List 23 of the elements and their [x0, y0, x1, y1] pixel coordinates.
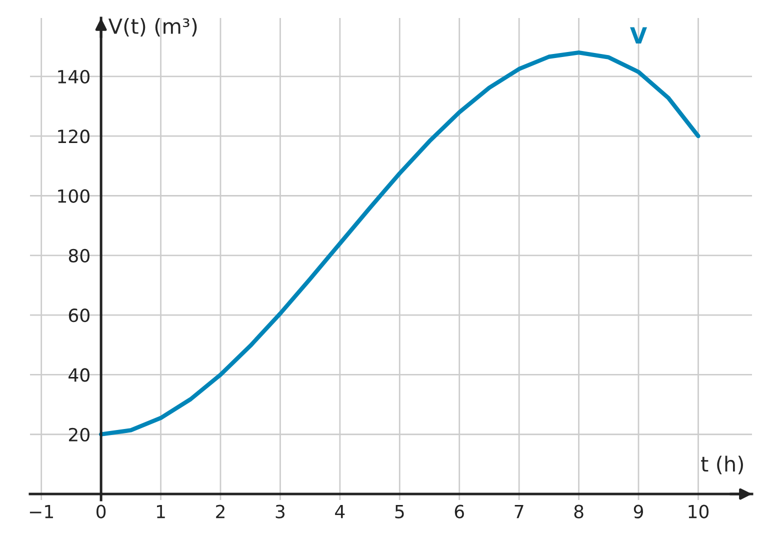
y-tick-label: 100 [58, 189, 90, 203]
y-axis-title: V(t) (m³) [108, 18, 197, 37]
x-tick-label: 7 [514, 505, 524, 518]
x-tick-label: 8 [574, 504, 584, 518]
x-tick-label: 9 [634, 504, 643, 518]
y-tick-label: 20 [68, 428, 90, 442]
y-tick-label: 140 [58, 70, 90, 84]
x-tick-label: 5 [395, 505, 404, 518]
x-tick-label: 4 [335, 505, 345, 518]
series-label: V [630, 27, 648, 44]
x-tick-label: 1 [157, 505, 165, 518]
line-series [98, 50, 700, 436]
y-tick-label: 120 [58, 130, 90, 144]
x-tick-label: 10 [688, 504, 709, 518]
x-tick-label: −1 [30, 505, 53, 518]
x-tick-label: 3 [276, 504, 285, 518]
y-tick-label: 60 [68, 308, 90, 322]
x-axis-title: t (h) [701, 456, 743, 474]
y-tick-label: 80 [68, 248, 90, 263]
y-tick-label: 40 [68, 368, 90, 382]
x-tick-label: 2 [216, 504, 224, 518]
x-tick-label: 6 [454, 504, 464, 518]
x-tick-label: 0 [96, 504, 106, 518]
